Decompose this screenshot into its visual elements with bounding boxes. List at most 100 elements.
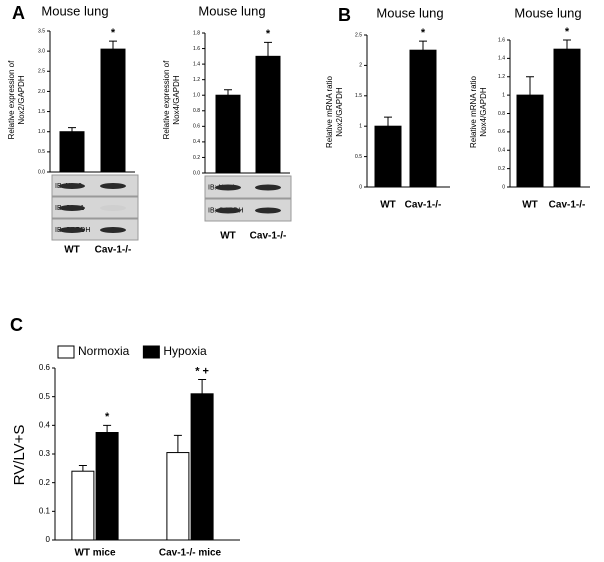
y-tick-label: 0.6 [193,124,200,130]
legend-label: Normoxia [78,344,130,358]
y-tick-label: 0.4 [39,420,51,429]
error-bar [563,39,571,50]
x-tick-label: WT [64,245,80,256]
legend-swatch [57,345,75,359]
y-tick-label: 0.3 [39,449,51,458]
bar [215,94,241,174]
legend-swatch [142,345,160,359]
blot-row [204,175,292,199]
y-tick-label: 0.5 [39,392,51,401]
bar [71,470,95,541]
error-bar [384,116,392,127]
y-axis-label: Nox4/GAPDH [479,87,488,137]
y-tick-label: 0.4 [498,148,505,154]
y-tick-label: 1.2 [498,74,505,80]
x-tick-label: WT mice [74,548,116,559]
chart-title: Mouse lung [514,5,581,20]
bar [166,452,190,541]
error-bar [173,434,182,453]
panel-letter: C [10,315,23,335]
x-tick-label: Cav-1-/- [250,231,287,242]
y-axis-label: Relative mRNA ratio [325,75,334,148]
y-tick-label: 3.0 [38,48,45,54]
chart-title: Mouse lung [198,3,265,18]
y-axis-label: Nox2/GAPDH [17,75,26,125]
y-tick-label: 0.2 [193,155,200,161]
y-tick-label: 1.4 [193,61,200,67]
y-axis-label: RV/LV+S [11,425,28,486]
error-bar [109,40,117,50]
bar [374,125,402,188]
y-axis-label: Relative mRNA ratio [469,75,478,148]
y-tick-label: 1.5 [355,93,362,99]
y-axis-label: Relative expression of [7,60,16,139]
y-tick-label: 1.4 [498,56,505,62]
y-tick-label: 1.0 [38,129,45,135]
blot-band [59,205,85,211]
bar [255,55,281,174]
bar [100,48,126,173]
blot-band [215,207,241,214]
significance-mark: * [565,26,570,38]
y-axis-label: Nox2/GAPDH [335,87,344,137]
error-bar [526,76,534,96]
chart-title: Mouse lung [41,3,108,18]
significance-mark: * [421,27,426,39]
y-tick-label: 1 [502,92,505,98]
blot-band [100,183,126,189]
significance-mark: * [111,27,116,39]
panel-letter: B [338,5,351,25]
y-tick-label: 0.0 [193,170,200,176]
y-tick-label: 1.8 [193,30,200,36]
blot-band [255,207,281,214]
significance-mark: * [266,28,271,40]
bar [516,94,544,188]
bar [409,49,437,188]
y-tick-label: 0.6 [39,363,51,372]
y-tick-label: 0.1 [39,506,51,515]
y-axis-label: Nox4/GAPDH [172,75,181,125]
panel-letter: A [12,3,25,23]
y-tick-label: 0.2 [39,478,51,487]
chart-title: Mouse lung [376,5,443,20]
x-tick-label: WT [380,200,396,211]
significance-mark: * [105,411,110,423]
x-tick-label: WT [522,200,538,211]
x-tick-label: Cav-1-/- mice [159,548,222,559]
significance-mark: * + [195,365,209,377]
blot-band [100,205,126,211]
y-tick-label: 1.0 [193,93,200,99]
y-tick-label: 0.4 [193,139,200,145]
y-tick-label: 0.6 [498,129,505,135]
y-tick-label: 0.2 [498,166,505,172]
legend-label: Hypoxia [163,344,207,358]
y-tick-label: 1 [359,124,362,130]
blot-band [100,227,126,233]
y-tick-label: 0 [359,184,362,190]
y-tick-label: 2 [359,63,362,69]
error-bar [103,424,112,433]
y-tick-label: 0.5 [38,149,45,155]
y-tick-label: 1.5 [38,109,45,115]
x-tick-label: Cav-1-/- [405,200,442,211]
x-tick-label: Cav-1-/- [549,200,586,211]
y-axis-label: Relative expression of [162,60,171,139]
error-bar [264,41,272,57]
y-tick-label: 0.8 [498,111,505,117]
y-tick-label: 1.2 [193,77,200,83]
blot-band [59,227,85,233]
bar [59,131,85,173]
y-tick-label: 0.5 [355,154,362,160]
y-tick-label: 0 [502,184,505,190]
bar [95,432,119,541]
blot-row [51,174,139,197]
y-tick-label: 1.6 [498,37,505,43]
bar [553,48,581,188]
y-tick-label: 3.5 [38,28,45,34]
blot-row [51,196,139,219]
y-tick-label: 2.0 [38,89,45,95]
blot-band [59,183,85,189]
y-tick-label: 2.5 [355,32,362,38]
blot-row [204,198,292,222]
